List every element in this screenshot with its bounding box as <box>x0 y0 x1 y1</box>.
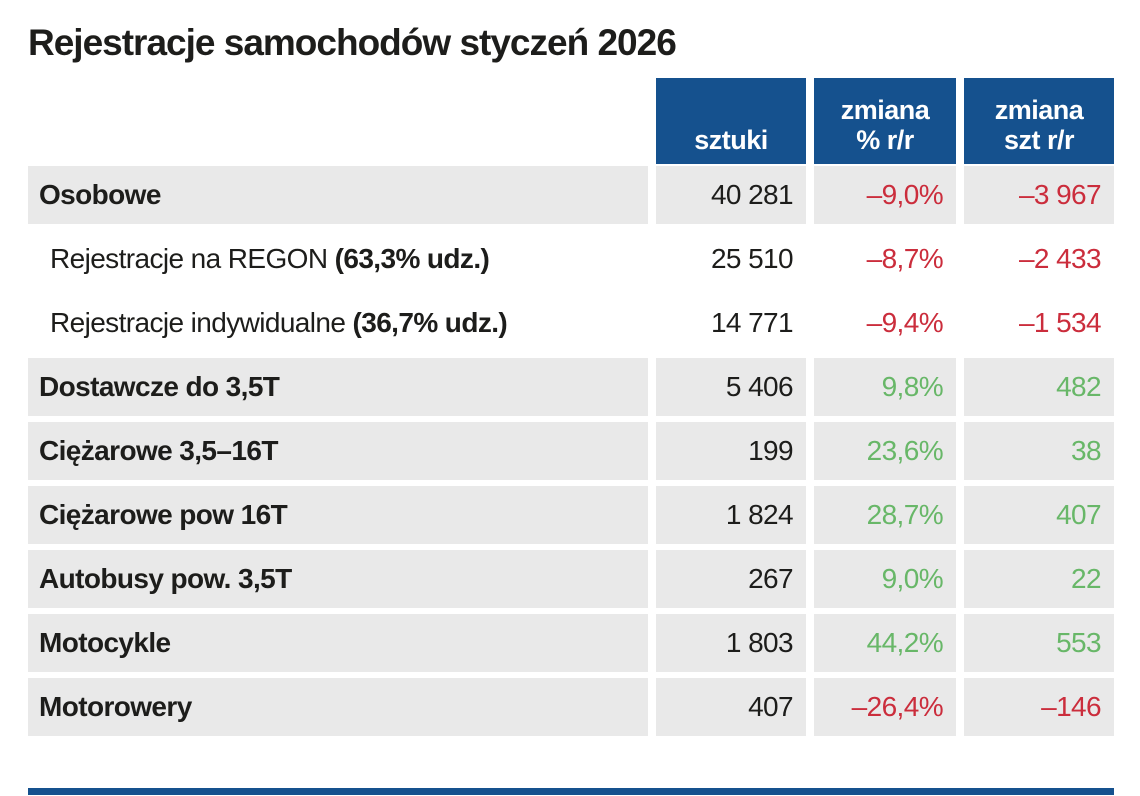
row-value-zmiana-szt: 407 <box>964 485 1114 544</box>
row-value-zmiana-szt: 38 <box>964 421 1114 480</box>
row-value-sztuki: 1 824 <box>656 485 806 544</box>
row-value-sztuki: 407 <box>656 677 806 736</box>
table-row: Osobowe 40 281 –9,0% –3 967 <box>28 165 1114 224</box>
row-value-zmiana-pct: –9,0% <box>814 165 956 224</box>
row-value-sztuki: 5 406 <box>656 357 806 416</box>
row-value-zmiana-szt: 482 <box>964 357 1114 416</box>
header-spacer <box>28 78 648 164</box>
row-label: Ciężarowe pow 16T <box>28 485 648 544</box>
table-row: Ciężarowe pow 16T 1 824 28,7% 407 <box>28 485 1114 544</box>
row-value-sztuki: 25 510 <box>710 242 794 274</box>
row-label: Osobowe <box>28 165 648 224</box>
table-row: Ciężarowe 3,5–16T 199 23,6% 38 <box>28 421 1114 480</box>
row-value-sztuki: 40 281 <box>656 165 806 224</box>
row-value-zmiana-szt: –3 967 <box>964 165 1114 224</box>
row-value-zmiana-szt: 22 <box>964 549 1114 608</box>
row-label-text: Autobusy pow. 3,5T <box>39 562 292 594</box>
row-value-zmiana-szt: –2 433 <box>1018 242 1102 274</box>
row-value-sztuki: 1 803 <box>656 613 806 672</box>
row-value-zmiana-pct: 44,2% <box>814 613 956 672</box>
row-label: Rejestracje indywidualne (36,7% udz.) <box>28 294 648 352</box>
row-label: Ciężarowe 3,5–16T <box>28 421 648 480</box>
row-value-zmiana-pct: 9,0% <box>814 549 956 608</box>
column-header-zmiana-szt: zmiana szt r/r <box>964 77 1114 164</box>
row-label-text: Ciężarowe pow 16T <box>39 498 288 530</box>
page-title: Rejestracje samochodów styczeń 2026 <box>28 22 677 63</box>
row-label-share: (63,3% udz.) <box>334 242 490 274</box>
row-label-text: Motorowery <box>39 690 192 722</box>
row-label-text: Dostawcze do 3,5T <box>39 370 280 402</box>
row-value-zmiana-szt: –1 534 <box>1018 306 1102 338</box>
row-value-sztuki: 267 <box>656 549 806 608</box>
row-value-sztuki: 199 <box>656 421 806 480</box>
table-row: Motorowery 407 –26,4% –146 <box>28 677 1114 736</box>
row-label-text: Osobowe <box>39 178 161 210</box>
row-label-text: Motocykle <box>39 626 171 658</box>
row-label: Motorowery <box>28 677 648 736</box>
column-header-zmiana-pct: zmiana % r/r <box>814 77 956 164</box>
row-label-share: (36,7% udz.) <box>352 306 508 338</box>
row-label-text: Ciężarowe 3,5–16T <box>39 434 278 466</box>
row-label-text: Rejestracje na REGON <box>50 242 335 274</box>
bottom-accent-bar <box>28 788 1114 795</box>
column-header-sztuki: sztuki <box>656 77 806 164</box>
table-header-row: sztuki zmiana % r/r zmiana szt r/r <box>28 77 1114 164</box>
column-header-line: szt r/r <box>1003 125 1075 156</box>
row-label-text: Rejestracje indywidualne <box>50 306 353 338</box>
row-label: Dostawcze do 3,5T <box>28 357 648 416</box>
row-value-sztuki: 14 771 <box>710 306 794 338</box>
table-row: Motocykle 1 803 44,2% 553 <box>28 613 1114 672</box>
table-row: Rejestracje indywidualne (36,7% udz.) 14… <box>28 294 1114 352</box>
row-value-zmiana-szt: –146 <box>964 677 1114 736</box>
row-value-zmiana-pct: 28,7% <box>814 485 956 544</box>
registrations-table: sztuki zmiana % r/r zmiana szt r/r Osobo… <box>28 77 1114 736</box>
row-label: Rejestracje na REGON (63,3% udz.) <box>28 230 648 288</box>
column-header-line: sztuki <box>694 125 768 156</box>
column-header-line: zmiana <box>840 94 930 125</box>
column-header-line: % r/r <box>856 125 914 156</box>
table-row: Dostawcze do 3,5T 5 406 9,8% 482 <box>28 357 1114 416</box>
table-row: Rejestracje na REGON (63,3% udz.) 25 510… <box>28 230 1114 288</box>
column-header-line: zmiana <box>994 94 1084 125</box>
row-label: Autobusy pow. 3,5T <box>28 549 648 608</box>
row-value-zmiana-pct: 23,6% <box>814 421 956 480</box>
row-label: Motocykle <box>28 613 648 672</box>
table-row: Autobusy pow. 3,5T 267 9,0% 22 <box>28 549 1114 608</box>
row-value-zmiana-pct: –26,4% <box>814 677 956 736</box>
row-value-zmiana-szt: 553 <box>964 613 1114 672</box>
table-body: Osobowe 40 281 –9,0% –3 967 Rejestracje … <box>28 165 1114 736</box>
row-value-zmiana-pct: –9,4% <box>866 306 944 338</box>
row-value-zmiana-pct: 9,8% <box>814 357 956 416</box>
row-value-zmiana-pct: –8,7% <box>866 242 944 274</box>
